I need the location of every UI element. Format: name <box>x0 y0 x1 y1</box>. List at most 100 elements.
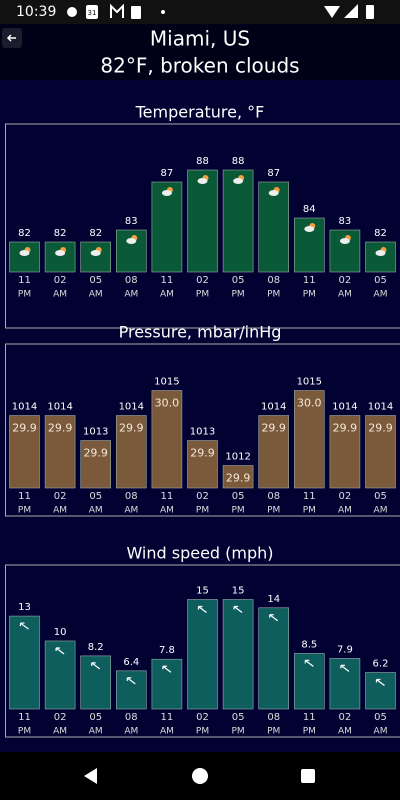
bar <box>258 415 290 489</box>
value-label: 82 <box>374 228 387 239</box>
value-label: 15 <box>196 585 209 596</box>
x-tick-label: PM <box>267 727 280 737</box>
x-tick-label: AM <box>160 727 174 737</box>
x-tick-label: PM <box>231 506 244 516</box>
x-tick-label: 08 <box>267 275 280 286</box>
nav-recents[interactable] <box>301 769 315 783</box>
value-label: 83 <box>339 216 352 227</box>
x-tick-label: 05 <box>89 491 102 502</box>
x-tick-label: 11 <box>18 491 31 502</box>
wind-arrow <box>340 664 350 672</box>
conditions: 82°F, broken clouds <box>100 54 299 78</box>
calendar-icon <box>86 5 98 19</box>
x-tick-label: 02 <box>54 712 67 723</box>
settings-icon <box>67 7 77 17</box>
bar <box>80 655 111 710</box>
status-bar <box>0 0 400 24</box>
x-tick-label: PM <box>303 727 316 737</box>
bar <box>365 415 396 489</box>
x-tick-label: AM <box>89 727 103 737</box>
bar <box>365 241 396 273</box>
bar <box>44 415 76 489</box>
wind-arrow <box>126 677 136 685</box>
inner-label: 29.9 <box>12 422 37 435</box>
value-label: 83 <box>125 216 138 227</box>
bar <box>44 640 76 710</box>
x-tick-label: AM <box>89 290 103 300</box>
inner-label: 30.0 <box>297 397 322 410</box>
inner-label: 29.9 <box>83 447 108 460</box>
wind-arrow <box>91 662 101 670</box>
value-label: 15 <box>232 585 245 596</box>
x-tick-label: PM <box>303 506 316 516</box>
bar <box>258 607 290 710</box>
bar <box>187 599 218 710</box>
x-tick-label: 05 <box>374 491 387 502</box>
value-label: 7.9 <box>337 644 353 655</box>
inner-label: 30.0 <box>155 397 180 410</box>
x-tick-label: 05 <box>374 275 387 286</box>
weather-icon-cloud <box>90 250 101 256</box>
nav-back[interactable] <box>84 768 97 784</box>
x-tick-label: AM <box>160 290 174 300</box>
x-tick-label: 02 <box>339 275 352 286</box>
wind-arrow <box>162 665 172 673</box>
header <box>0 24 400 80</box>
inner-label: 29.9 <box>226 472 251 485</box>
x-tick-label: 08 <box>125 491 138 502</box>
value-label: 14 <box>267 594 280 605</box>
x-tick-label: 08 <box>267 491 280 502</box>
weather-icon-cloud <box>55 250 66 256</box>
x-tick-label: 11 <box>161 491 174 502</box>
bar <box>116 229 147 273</box>
x-tick-label: 05 <box>232 712 245 723</box>
value-label: 1013 <box>190 427 215 438</box>
value-label: 8.2 <box>88 642 104 653</box>
x-tick-label: 11 <box>161 275 174 286</box>
weather-icon-cloud <box>339 238 350 244</box>
x-tick-label: 11 <box>161 712 174 723</box>
wind-arrow <box>233 605 243 613</box>
x-tick-label: 05 <box>232 491 245 502</box>
bar <box>9 615 40 710</box>
x-tick-label: PM <box>196 727 209 737</box>
bar <box>329 229 361 273</box>
bar <box>293 217 325 273</box>
value-label: 8.5 <box>301 639 317 650</box>
bar <box>151 181 183 273</box>
x-tick-label: PM <box>196 506 209 516</box>
value-label: 82 <box>89 228 102 239</box>
bar <box>329 658 361 710</box>
x-tick-label: AM <box>374 727 388 737</box>
x-tick-label: AM <box>124 506 138 516</box>
x-tick-label: AM <box>338 727 352 737</box>
weather-icon-cloud <box>197 178 208 184</box>
x-tick-label: AM <box>89 506 103 516</box>
x-tick-label: AM <box>374 506 388 516</box>
x-tick-label: AM <box>338 506 352 516</box>
bar <box>222 465 254 489</box>
bar <box>258 181 290 273</box>
x-tick-label: 11 <box>18 275 31 286</box>
value-label: 82 <box>18 228 31 239</box>
value-label: 88 <box>232 156 245 167</box>
value-label: 13 <box>18 602 31 613</box>
x-tick-label: PM <box>267 290 280 300</box>
x-tick-label: 02 <box>54 491 67 502</box>
value-label: 1014 <box>368 402 393 413</box>
battery-icon <box>366 5 374 19</box>
status-time: 10:39 <box>16 4 56 20</box>
bar <box>329 415 361 489</box>
x-tick-label: 02 <box>196 275 209 286</box>
value-label: 1014 <box>12 402 37 413</box>
back-arrow <box>6 34 16 42</box>
bar <box>80 440 111 489</box>
x-tick-label: PM <box>303 290 316 300</box>
nav-home[interactable] <box>192 768 208 784</box>
bar <box>293 390 325 489</box>
city: Miami, US <box>150 27 250 51</box>
x-tick-label: PM <box>18 290 31 300</box>
x-tick-label: AM <box>338 290 352 300</box>
wind-arrow <box>375 678 385 686</box>
